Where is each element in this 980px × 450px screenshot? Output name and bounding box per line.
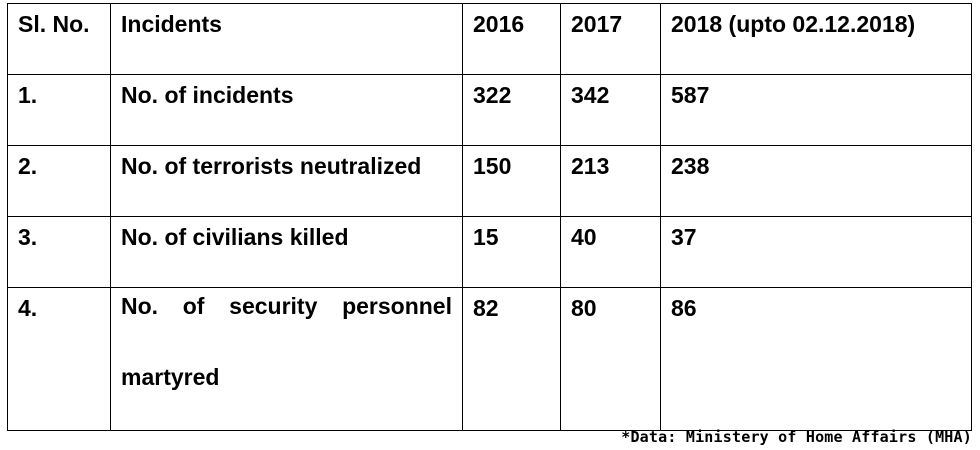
cell-2018: 37 bbox=[660, 216, 972, 288]
table-row: 4. No. of security personnel martyred 82… bbox=[7, 287, 972, 431]
table-row: 1. No. of incidents 322 342 587 bbox=[7, 74, 972, 146]
cell-sl-no: 3. bbox=[7, 216, 111, 288]
cell-incident-text: No. of security personnel martyred bbox=[121, 293, 452, 390]
header-incidents: Incidents bbox=[110, 3, 463, 75]
header-2017: 2017 bbox=[560, 3, 661, 75]
cell-2016: 322 bbox=[462, 74, 561, 146]
cell-sl-no: 1. bbox=[7, 74, 111, 146]
cell-2017: 80 bbox=[560, 287, 661, 431]
cell-2018: 86 bbox=[660, 287, 972, 431]
cell-incident: No. of terrorists neutralized bbox=[110, 145, 463, 217]
table-header-row: Sl. No. Incidents 2016 2017 2018 (upto 0… bbox=[7, 3, 972, 75]
cell-incident: No. of security personnel martyred bbox=[110, 287, 463, 431]
cell-2016: 150 bbox=[462, 145, 561, 217]
table-row: 2. No. of terrorists neutralized 150 213… bbox=[7, 145, 972, 217]
cell-sl-no: 2. bbox=[7, 145, 111, 217]
cell-2017: 342 bbox=[560, 74, 661, 146]
cell-sl-no: 4. bbox=[7, 287, 111, 431]
incidents-table: Sl. No. Incidents 2016 2017 2018 (upto 0… bbox=[7, 3, 972, 431]
table-row: 3. No. of civilians killed 15 40 37 bbox=[7, 216, 972, 288]
cell-incident: No. of civilians killed bbox=[110, 216, 463, 288]
cell-2016: 15 bbox=[462, 216, 561, 288]
header-2016: 2016 bbox=[462, 3, 561, 75]
cell-2017: 40 bbox=[560, 216, 661, 288]
source-note: *Data: Ministery of Home Affairs (MHA) bbox=[621, 428, 972, 446]
cell-2017: 213 bbox=[560, 145, 661, 217]
cell-incident: No. of incidents bbox=[110, 74, 463, 146]
header-2018: 2018 (upto 02.12.2018) bbox=[660, 3, 972, 75]
cell-2016: 82 bbox=[462, 287, 561, 431]
cell-2018: 238 bbox=[660, 145, 972, 217]
header-sl-no: Sl. No. bbox=[7, 3, 111, 75]
cell-2018: 587 bbox=[660, 74, 972, 146]
